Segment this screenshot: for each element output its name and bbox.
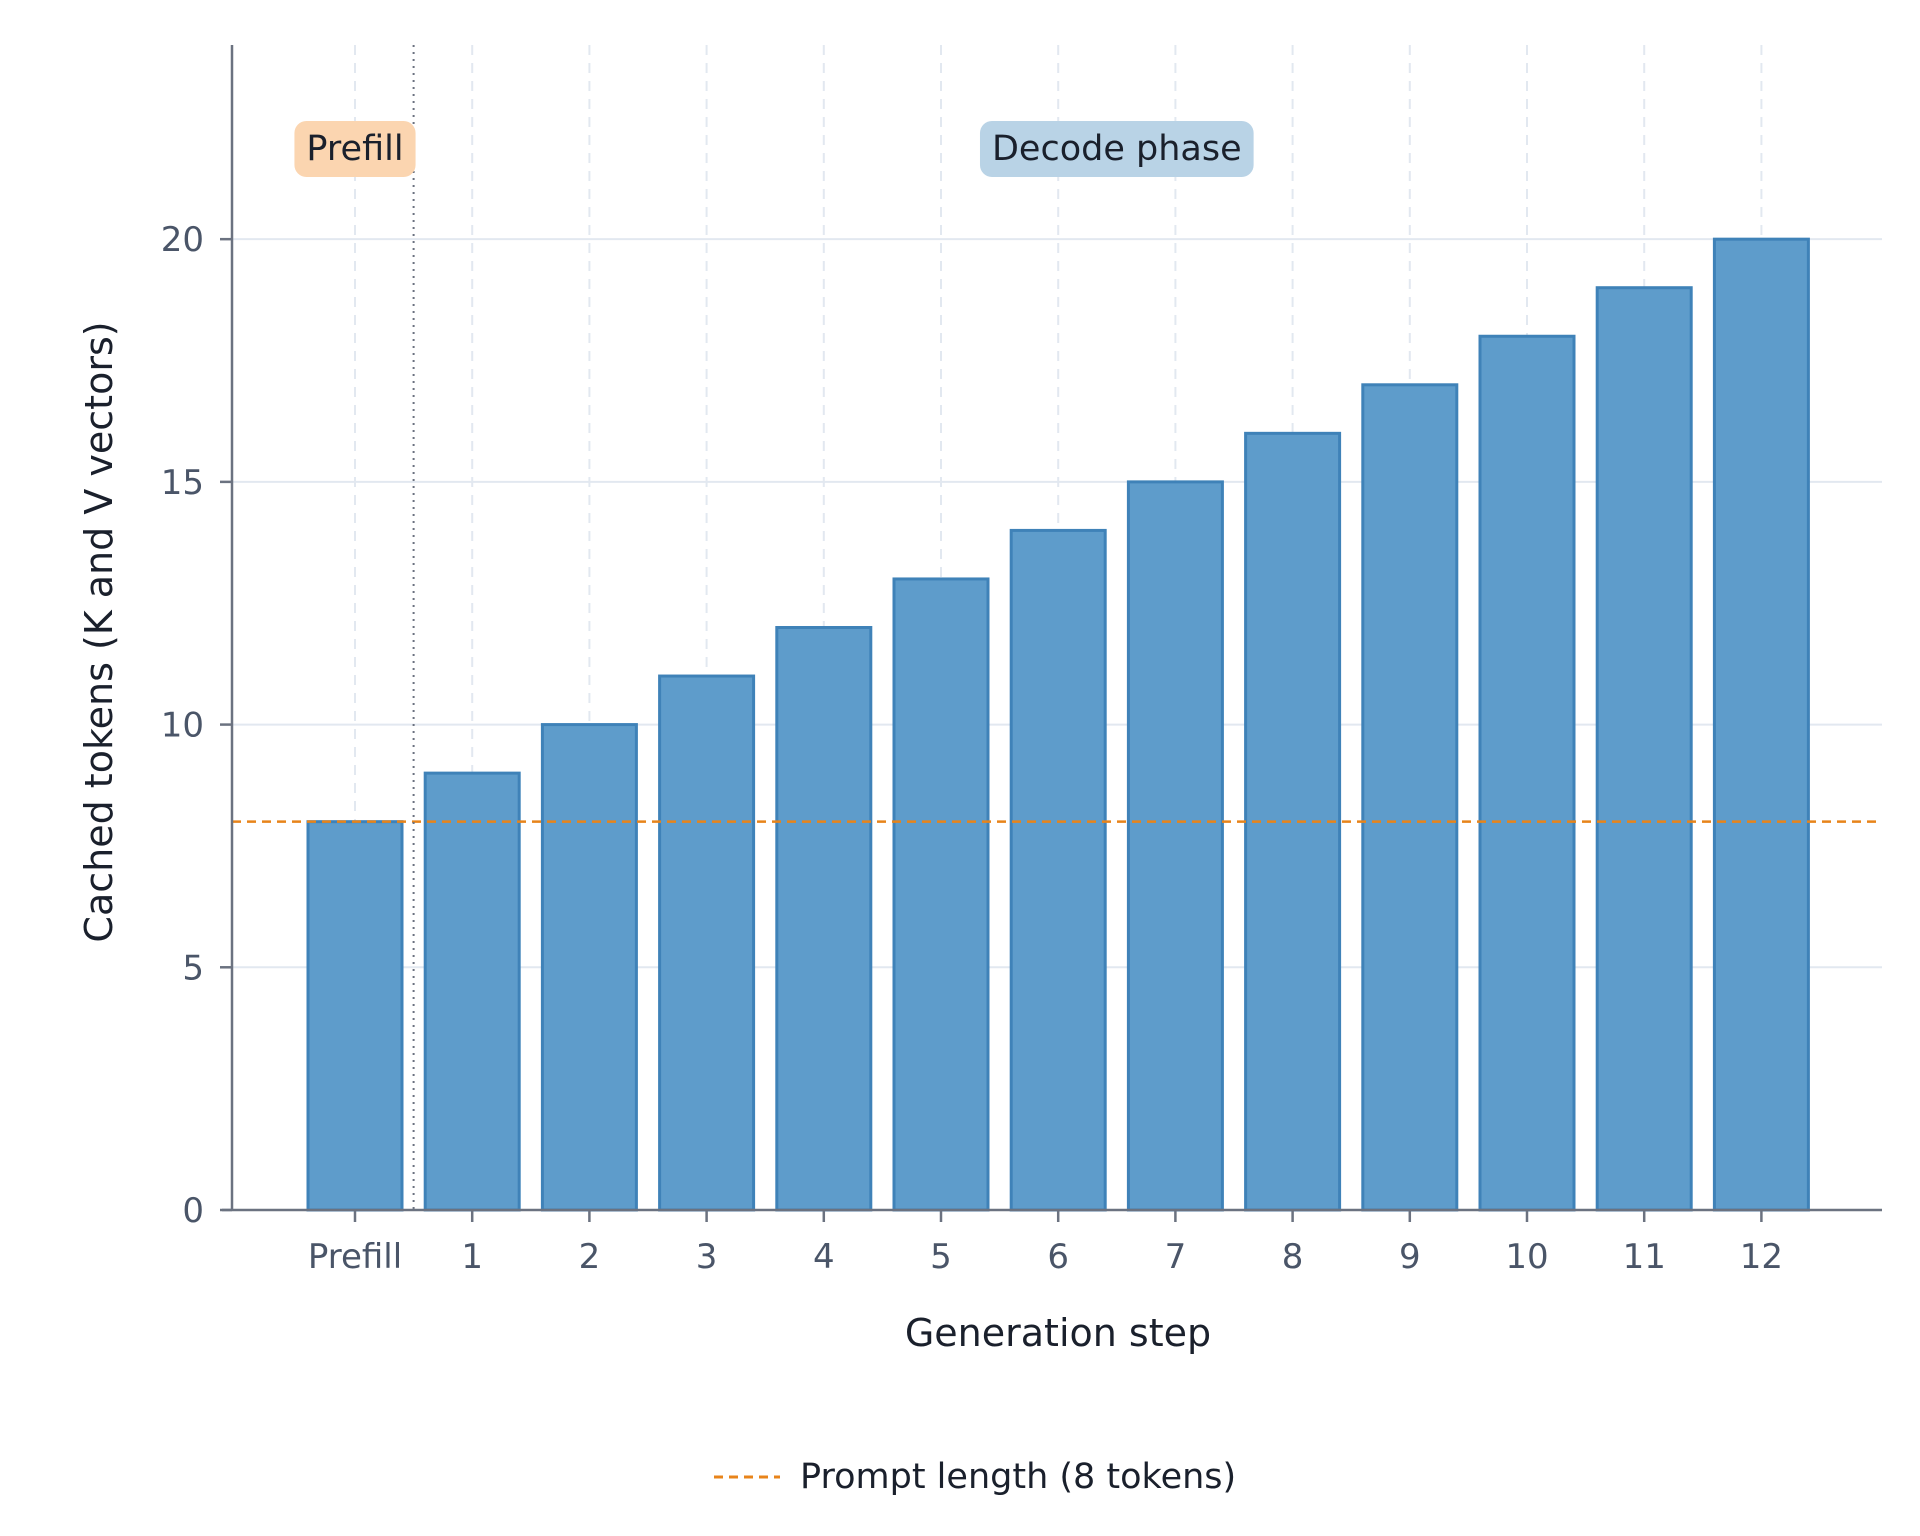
bar-12 [1712,237,1810,1212]
x-tick-label-5: 5 [930,1237,952,1277]
annotation-box-1 [979,121,1254,177]
x-tick-label-3: 3 [696,1237,718,1277]
bar-Prefill [306,820,404,1212]
annotations-layer: Prefill Decode phase [294,121,1254,177]
annotation-label-1: Decode phase [992,129,1242,169]
legend: Prompt length (8 tokens) [714,1457,1236,1497]
bar-7 [1126,480,1224,1212]
bar-4 [775,626,873,1212]
x-tick-label-Prefill: Prefill [308,1237,402,1277]
x-tick-label-4: 4 [813,1237,835,1277]
bar-11 [1595,286,1693,1212]
bar-5 [892,577,990,1212]
x-tick-label-9: 9 [1399,1237,1421,1277]
x-tick-label-10: 10 [1505,1237,1548,1277]
x-tick-label-6: 6 [1047,1237,1069,1277]
x-axis-title: Generation step [905,1311,1211,1355]
bar-2 [540,723,638,1212]
bar-10 [1478,334,1576,1212]
x-tick-label-8: 8 [1282,1237,1304,1277]
x-tick-label-12: 12 [1740,1237,1783,1277]
legend-label-prompt-length: Prompt length (8 tokens) [800,1457,1236,1497]
y-axis-title: Cached tokens (K and V vectors) [77,321,121,942]
bar-1 [423,771,521,1212]
y-tick-label-20: 20 [161,220,204,260]
y-tick-label-5: 5 [182,948,204,988]
x-tick-label-7: 7 [1165,1237,1187,1277]
y-tick-label-10: 10 [161,706,204,746]
x-tick-label-1: 1 [461,1237,483,1277]
x-tick-label-11: 11 [1623,1237,1666,1277]
bars-layer [306,237,1810,1212]
y-tick-label-15: 15 [161,463,204,503]
x-tick-label-2: 2 [579,1237,601,1277]
bar-6 [1009,528,1107,1212]
y-tick-label-0: 0 [182,1191,204,1231]
reference-line-layer [232,45,1882,1210]
bar-3 [658,674,756,1212]
annotation-box-0 [294,121,416,177]
annotation-label-0: Prefill [306,129,403,169]
bar-8 [1244,431,1342,1212]
bar-9 [1361,383,1459,1212]
